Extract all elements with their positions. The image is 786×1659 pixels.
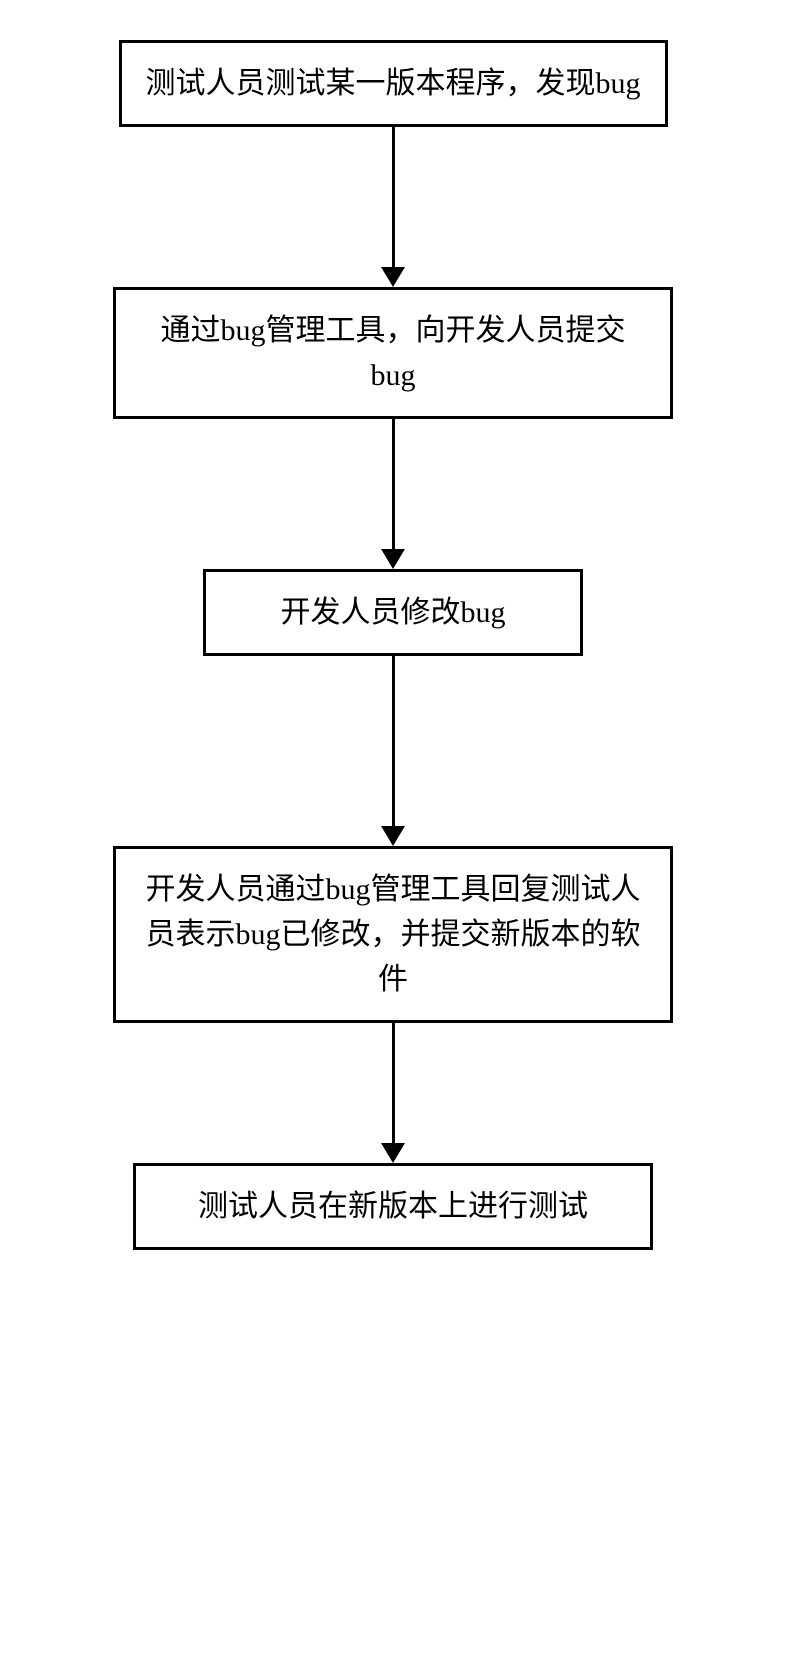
flow-arrow-4 bbox=[381, 1023, 405, 1163]
flow-node-2-text: 通过bug管理工具，向开发人员提交bug bbox=[161, 314, 626, 392]
flow-node-3: 开发人员修改bug bbox=[203, 569, 583, 656]
arrow-line bbox=[392, 419, 395, 549]
flow-node-1: 测试人员测试某一版本程序，发现bug bbox=[119, 40, 668, 127]
flow-node-3-text: 开发人员修改bug bbox=[281, 596, 506, 629]
flow-node-4: 开发人员通过bug管理工具回复测试人员表示bug已修改，并提交新版本的软件 bbox=[113, 846, 673, 1023]
arrow-head-icon bbox=[381, 549, 405, 569]
arrow-head-icon bbox=[381, 1143, 405, 1163]
arrow-line bbox=[392, 1023, 395, 1143]
arrow-line bbox=[392, 656, 395, 826]
arrow-head-icon bbox=[381, 826, 405, 846]
flow-node-2: 通过bug管理工具，向开发人员提交bug bbox=[113, 287, 673, 419]
flowchart-container: 测试人员测试某一版本程序，发现bug 通过bug管理工具，向开发人员提交bug … bbox=[113, 40, 673, 1250]
arrow-line bbox=[392, 127, 395, 267]
arrow-head-icon bbox=[381, 267, 405, 287]
flow-arrow-2 bbox=[381, 419, 405, 569]
flow-arrow-3 bbox=[381, 656, 405, 846]
flow-node-5: 测试人员在新版本上进行测试 bbox=[133, 1163, 653, 1250]
flow-arrow-1 bbox=[381, 127, 405, 287]
flow-node-4-text: 开发人员通过bug管理工具回复测试人员表示bug已修改，并提交新版本的软件 bbox=[146, 873, 641, 996]
flow-node-1-text: 测试人员测试某一版本程序，发现bug bbox=[146, 67, 641, 100]
flow-node-5-text: 测试人员在新版本上进行测试 bbox=[198, 1190, 588, 1223]
